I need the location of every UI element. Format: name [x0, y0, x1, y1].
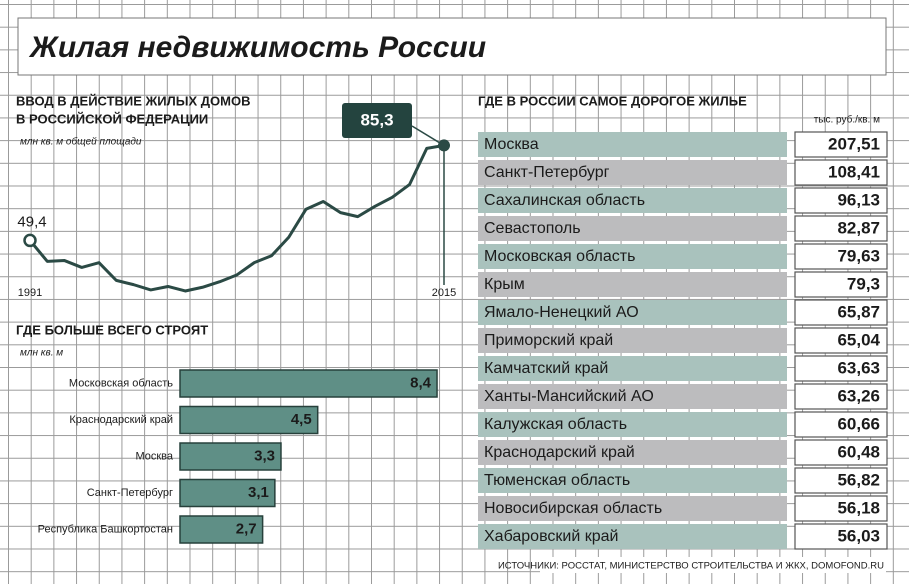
table-name: Калужская область — [484, 416, 627, 433]
table-name-cell — [478, 272, 787, 297]
table-value: 60,48 — [837, 442, 880, 461]
table-name: Краснодарский край — [484, 444, 635, 461]
table-name: Крым — [484, 276, 525, 293]
line-subtitle: млн кв. м общей площади — [20, 136, 142, 148]
table-name-cell — [478, 468, 787, 493]
table-name: Санкт-Петербург — [484, 164, 610, 181]
table-name-cell — [478, 160, 787, 185]
y-tick-label: Краснодарский край — [69, 414, 173, 426]
table-name-cell — [478, 132, 787, 157]
table-name-cell — [478, 412, 787, 437]
value-label: 85,3 — [360, 110, 393, 129]
table-name-cell — [478, 300, 787, 325]
table-value-cell — [794, 467, 888, 494]
table-value-cell — [794, 383, 888, 410]
table-name-cell — [478, 356, 787, 381]
table-name: Московская область — [484, 248, 635, 265]
x-tick-label: 1991 — [18, 287, 42, 299]
table-value: 207,51 — [828, 134, 880, 153]
table-value-cell — [794, 355, 888, 382]
line-title: ВВОД В ДЕЙСТВИЕ ЖИЛЫХ ДОМОВ — [16, 93, 251, 108]
table-value: 96,13 — [837, 190, 880, 209]
table-value: 65,87 — [837, 302, 880, 321]
bar — [179, 405, 319, 435]
line — [28, 143, 445, 293]
value-label: 4,5 — [291, 411, 312, 428]
point — [438, 139, 450, 152]
value-label: 3,3 — [254, 447, 275, 464]
table-title: ГДЕ В РОССИИ САМОЕ ДОРОГОЕ ЖИЛЬЕ — [478, 93, 747, 108]
table-value: 56,82 — [837, 470, 880, 489]
bar — [179, 478, 276, 508]
table-name-cell — [478, 328, 787, 353]
bar-title: ГДЕ БОЛЬШЕ ВСЕГО СТРОЯТ — [16, 322, 208, 337]
table-name: Хабаровский край — [484, 528, 618, 545]
table-name: Тюменская область — [484, 472, 630, 489]
point — [23, 233, 37, 248]
callout-box — [342, 103, 412, 138]
bar-subtitle: млн кв. м — [20, 348, 63, 359]
table-name-cell — [478, 524, 787, 549]
y-tick-label: Московская область — [69, 377, 173, 389]
table-value-cell — [794, 439, 888, 466]
table-name: Ямало-Ненецкий АО — [484, 304, 639, 321]
table-value: 79,3 — [847, 274, 880, 293]
table-name: Камчатский край — [484, 360, 608, 377]
y-tick-label: Санкт-Петербург — [87, 487, 173, 499]
table-value-cell — [794, 243, 888, 270]
table-unit: тыс. руб./кв. м — [814, 114, 880, 126]
value-label: 3,1 — [248, 484, 269, 501]
y-tick-label: Москва — [135, 450, 173, 462]
table-name: Приморский край — [484, 332, 613, 349]
table-name: Севастополь — [484, 220, 581, 237]
table-value-cell — [794, 523, 888, 550]
table-value: 108,41 — [828, 162, 880, 181]
table-value: 63,63 — [837, 358, 880, 377]
bar — [179, 369, 438, 398]
bar — [179, 442, 282, 471]
table-value-cell — [794, 159, 888, 186]
table-value-cell — [794, 495, 888, 522]
table-value: 63,26 — [837, 386, 880, 405]
table-value: 56,18 — [837, 498, 880, 517]
table-name-cell — [478, 216, 787, 241]
table-name-cell — [478, 496, 787, 521]
title-box — [17, 17, 887, 76]
table-value: 79,63 — [837, 246, 880, 265]
table-value-cell — [794, 327, 888, 354]
bar — [179, 515, 264, 544]
table-name-cell — [478, 440, 787, 465]
table-value: 65,04 — [837, 330, 880, 349]
table-name: Новосибирская область — [484, 500, 662, 517]
table-value-cell — [794, 299, 888, 326]
table-value-cell — [794, 131, 888, 158]
value-label: 2,7 — [236, 520, 257, 537]
table-name: Ханты-Мансийский АО — [484, 388, 654, 405]
table-name: Москва — [484, 136, 539, 153]
table-name: Сахалинская область — [484, 192, 645, 209]
table-value: 82,87 — [837, 218, 880, 237]
table-value-cell — [794, 187, 888, 214]
x-tick-label: 2015 — [432, 287, 456, 299]
table-name-cell — [478, 244, 787, 269]
table-value-cell — [794, 271, 888, 298]
table-value: 56,03 — [837, 526, 880, 545]
table-name-cell — [478, 384, 787, 409]
value-label: 49,4 — [17, 213, 46, 230]
table-value-cell — [794, 215, 888, 242]
value-label: 8,4 — [410, 374, 432, 391]
y-tick-label: Республика Башкортостан — [38, 523, 173, 535]
table-value-cell — [794, 411, 888, 438]
sources: ИСТОЧНИКИ: РОССТАТ, МИНИСТЕРСТВО СТРОИТЕ… — [498, 561, 884, 572]
table-name-cell — [478, 188, 787, 213]
page-title: Жилая недвижимость России — [28, 31, 486, 64]
callout-line — [411, 125, 445, 147]
line-title: В РОССИЙСКОЙ ФЕДЕРАЦИИ — [16, 111, 208, 126]
sources-bg — [540, 557, 886, 573]
table-value: 60,66 — [837, 414, 880, 433]
